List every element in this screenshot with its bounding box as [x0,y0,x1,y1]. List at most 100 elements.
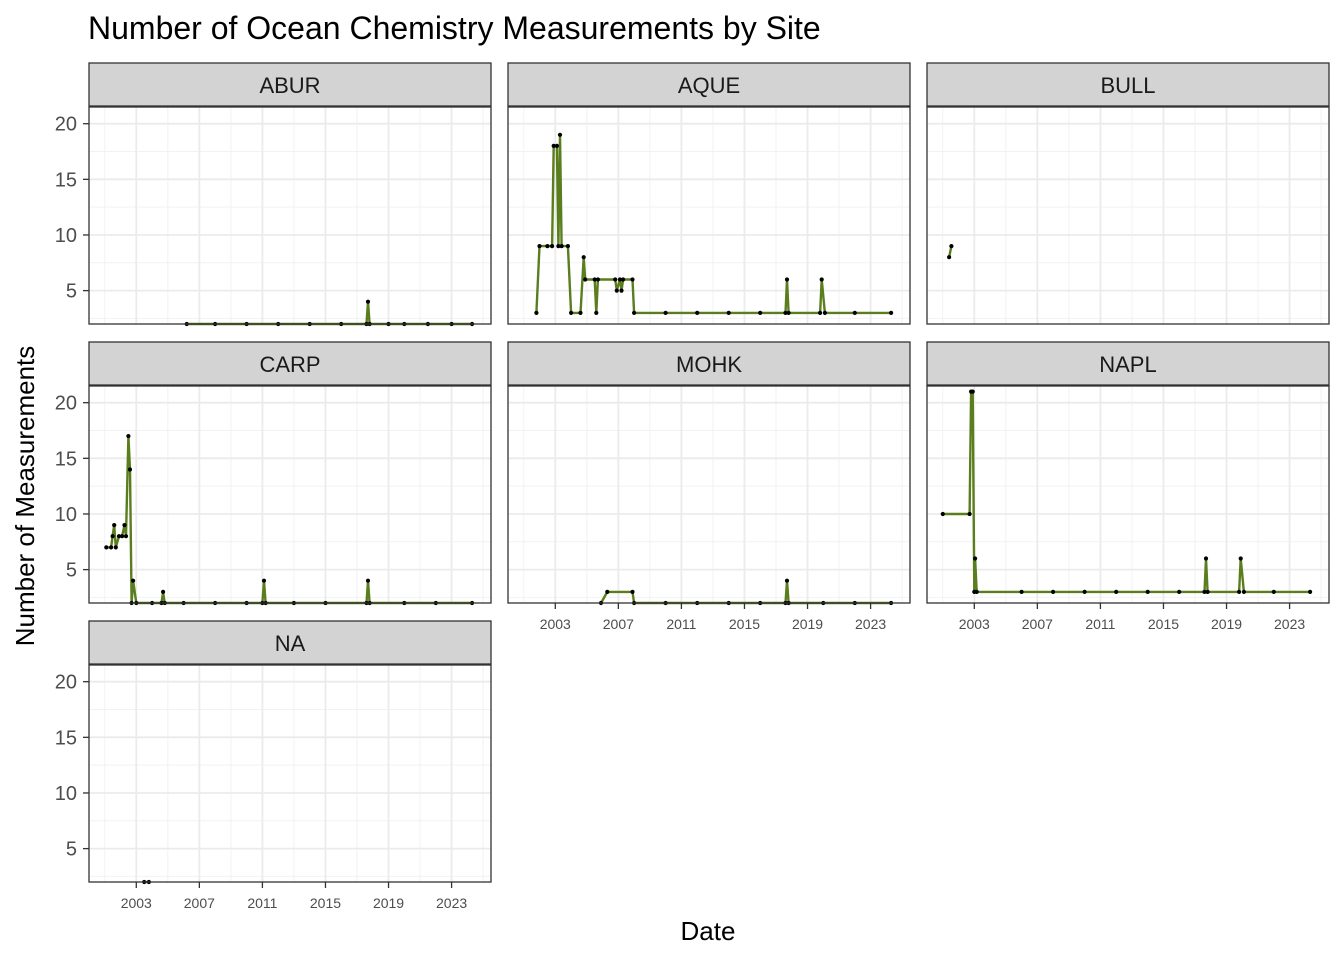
data-point [595,277,601,282]
facet-panel-napl: NAPL 2003 2007 2011 2015 2019 2023 [926,341,1330,632]
data-point [630,589,635,595]
y-tick-label: 15 [55,727,77,749]
data-point [758,310,763,315]
x-tick-label: 2015 [310,895,341,911]
data-point [1202,589,1207,595]
panel-border [88,106,492,325]
data-point [619,288,624,293]
data-point [550,244,555,249]
y-tick-label: 20 [55,114,77,136]
x-tick-label: 2003 [959,616,990,632]
x-tick-label: 2023 [436,895,467,911]
data-point [1308,589,1313,595]
x-tick-label: 2023 [855,616,886,632]
facet-panel-abur: ABUR 5 10 15 20 [55,62,492,327]
facet-strip [507,62,911,107]
data-point [559,244,564,249]
facet-panel-mohk: MOHK 2003 2007 2011 2015 2019 2023 [507,341,911,632]
facet-panels: ABUR 5 10 15 20 AQUE BULL CARP 5 10 15 20 MOHK 2003 20… [55,62,1330,911]
data-point [1238,556,1243,561]
panel-background [89,665,491,882]
y-tick-label: 15 [55,169,77,191]
data-point [365,299,371,304]
data-point [120,534,125,539]
x-tick-label: 2019 [373,895,404,911]
data-point [663,310,668,315]
x-tick-label: 2003 [121,895,152,911]
data-point [127,467,133,472]
facet-panel-bull: BULL [926,62,1330,325]
x-tick-label: 2015 [729,616,760,632]
y-axis-label: Number of Measurements [10,346,40,647]
data-point [852,310,857,315]
data-point [1241,589,1246,595]
minor-gridlines [927,107,1329,324]
data-point [554,143,560,148]
data-point [967,511,972,517]
x-tick-label: 2019 [792,616,823,632]
x-tick-label: 2011 [247,895,277,911]
data-point [113,545,118,550]
panel-background [508,107,910,324]
data-point [126,434,131,439]
data-point [632,310,637,315]
data-point [1114,589,1119,595]
data-point [116,534,122,539]
minor-gridlines [508,386,910,603]
data-point [1019,589,1024,595]
data-point [617,277,623,282]
major-gridlines [89,107,491,324]
minor-gridlines [89,386,491,603]
data-point [569,310,574,315]
data-point [123,534,129,539]
facet-strip [926,62,1330,107]
data-point [726,310,731,315]
y-tick-label: 5 [66,839,77,861]
x-tick-label: 2003 [540,616,571,632]
y-tick-label: 20 [55,672,77,694]
facet-strip-label: AQUE [678,73,740,98]
data-point [974,589,979,595]
data-point [365,578,371,583]
data-point [109,545,114,550]
data-point [786,310,791,315]
minor-gridlines [89,107,491,324]
data-point [112,523,117,528]
minor-gridlines [927,386,1329,603]
panel-background [927,107,1329,324]
data-point [1205,589,1210,595]
data-point [614,288,619,293]
x-axis-label: Date [681,916,736,946]
y-tick-label: 10 [55,783,77,805]
data-point [161,589,166,595]
chart-title: Number of Ocean Chemistry Measurements b… [88,10,821,46]
data-point [970,389,975,394]
facet-strip-label: MOHK [676,352,742,377]
panel-border [88,664,492,883]
y-tick-label: 15 [55,448,77,470]
facet-strip-label: ABUR [259,73,320,98]
panel-border [88,385,492,604]
data-point [1271,589,1276,595]
panel-background [89,107,491,324]
data-point [1145,589,1150,595]
data-point [581,255,586,260]
facet-strip-label: BULL [1100,73,1155,98]
data-point [1203,556,1209,561]
panel-border [507,106,911,325]
data-point [940,511,945,517]
x-tick-label: 2019 [1211,616,1242,632]
major-gridlines [508,386,910,603]
data-point [545,244,550,249]
panel-border [507,385,911,604]
y-tick-label: 5 [66,281,77,303]
series-line-aque [535,133,892,315]
x-tick-label: 2011 [666,616,696,632]
data-point [949,244,954,249]
minor-gridlines [89,665,491,882]
data-point [583,277,588,282]
panel-border [926,385,1330,604]
data-point [784,277,790,282]
